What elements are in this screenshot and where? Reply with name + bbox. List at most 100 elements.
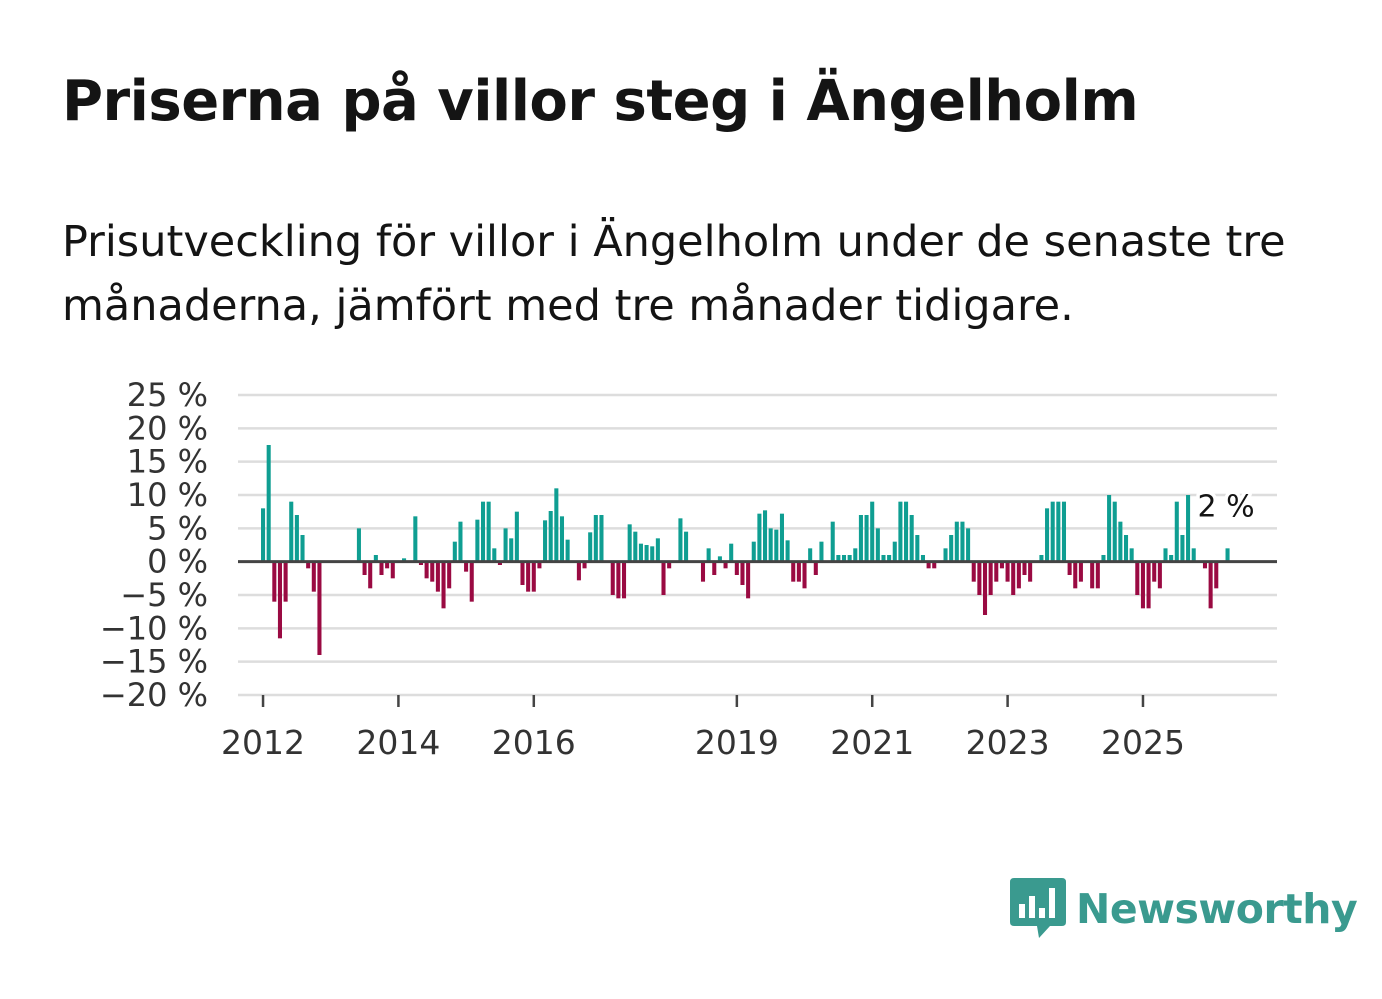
annotation-halo: 2 % xyxy=(1198,489,1255,524)
bar xyxy=(610,561,615,595)
bar xyxy=(740,561,745,585)
bar xyxy=(858,515,863,562)
bar xyxy=(469,561,474,602)
bar xyxy=(480,501,486,562)
bar xyxy=(971,561,976,582)
bar xyxy=(836,555,841,562)
y-tick-label: −15 % xyxy=(100,643,208,681)
bar xyxy=(385,561,390,569)
x-tick-label: 2014 xyxy=(356,723,440,762)
bar xyxy=(1140,561,1145,609)
bar xyxy=(667,561,672,569)
bar xyxy=(982,561,988,615)
bar xyxy=(949,535,954,562)
bar xyxy=(537,561,542,569)
bar xyxy=(1174,501,1179,562)
y-tick-label: 15 % xyxy=(127,443,208,481)
bar xyxy=(441,561,446,609)
chart-title: Priserna på villor steg i Ängelholm xyxy=(62,69,1139,134)
bar xyxy=(464,561,469,572)
bar xyxy=(684,531,689,562)
bar xyxy=(266,445,271,562)
bar xyxy=(1152,561,1157,582)
y-tick-label: −5 % xyxy=(120,576,208,614)
y-axis: 25 %20 %15 %10 %5 %0 %−5 %−10 %−15 %−20 … xyxy=(100,376,208,714)
bar xyxy=(1090,561,1095,589)
bar xyxy=(875,528,880,562)
bar xyxy=(1186,495,1191,562)
bar xyxy=(909,515,914,562)
annotation: 2 %2 % xyxy=(1194,486,1258,528)
bar xyxy=(582,561,587,569)
bar xyxy=(898,501,903,562)
bar xyxy=(593,515,598,562)
bar xyxy=(311,561,316,592)
bar xyxy=(1050,501,1055,562)
bar xyxy=(954,521,959,562)
bar xyxy=(356,528,361,562)
chart: 25 %20 %15 %10 %5 %0 %−5 %−10 %−15 %−20 … xyxy=(100,376,1277,762)
bar xyxy=(751,541,756,562)
bar xyxy=(509,538,514,562)
bar xyxy=(712,561,717,575)
x-tick-label: 2025 xyxy=(1101,723,1185,762)
bar xyxy=(808,548,813,562)
bar xyxy=(734,561,739,575)
bar xyxy=(289,501,294,562)
bar xyxy=(616,561,621,599)
bar xyxy=(1061,501,1067,562)
bar xyxy=(373,555,378,562)
bar xyxy=(926,561,931,569)
bar xyxy=(430,561,435,582)
bar xyxy=(746,561,751,599)
bar xyxy=(531,561,536,592)
bar xyxy=(892,541,897,562)
bar xyxy=(870,501,875,562)
bar xyxy=(390,561,395,579)
bar xyxy=(1225,548,1230,562)
bar xyxy=(1067,561,1072,575)
bar xyxy=(379,561,384,575)
bar xyxy=(588,532,593,562)
x-tick-label: 2019 xyxy=(695,723,779,762)
bar xyxy=(1202,561,1208,569)
bar xyxy=(994,561,999,582)
y-tick-label: 0 % xyxy=(147,543,208,581)
bar xyxy=(1028,561,1033,582)
bar xyxy=(813,561,818,575)
bar xyxy=(424,561,429,579)
bar xyxy=(847,555,852,562)
bar xyxy=(864,515,869,562)
x-tick-label: 2021 xyxy=(830,723,914,762)
bar xyxy=(723,561,728,569)
bar xyxy=(1095,561,1100,589)
bar xyxy=(475,519,480,562)
bar xyxy=(706,548,711,562)
bar xyxy=(497,561,502,565)
bar xyxy=(988,561,993,595)
bar xyxy=(650,546,655,562)
x-tick-label: 2023 xyxy=(966,723,1050,762)
bar xyxy=(920,555,925,562)
bar xyxy=(306,561,311,569)
bar xyxy=(1056,501,1061,562)
bar xyxy=(1039,555,1044,562)
bar xyxy=(458,521,463,562)
bar xyxy=(526,561,531,592)
newsworthy-logo-icon xyxy=(1010,878,1066,938)
bar xyxy=(418,561,424,565)
bar xyxy=(768,528,773,562)
y-tick-label: −10 % xyxy=(100,609,208,647)
bar xyxy=(1022,561,1027,575)
bar xyxy=(520,561,525,585)
bar xyxy=(678,518,683,562)
bar xyxy=(1180,535,1185,562)
y-tick-label: 25 % xyxy=(127,376,208,414)
bar xyxy=(763,510,768,562)
bar xyxy=(277,561,282,639)
bar xyxy=(447,561,452,589)
bar xyxy=(435,561,440,592)
y-tick-label: 10 % xyxy=(127,476,208,514)
bar xyxy=(943,548,948,562)
bar xyxy=(1163,548,1168,562)
